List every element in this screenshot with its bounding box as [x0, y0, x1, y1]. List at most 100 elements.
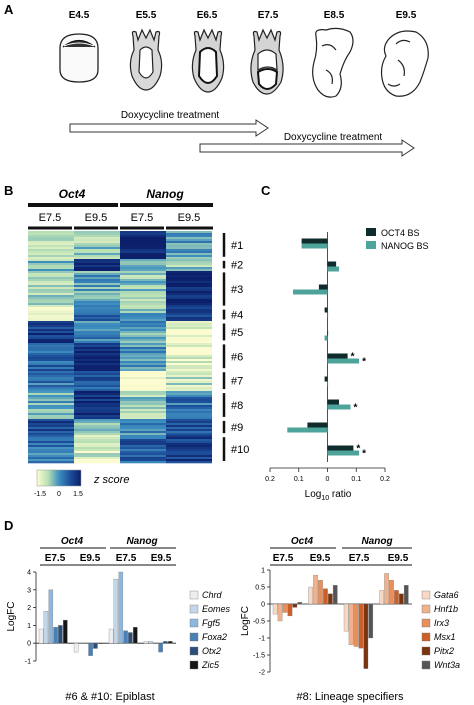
heatmap-cell [74, 421, 120, 424]
heatmap-cell [166, 353, 212, 356]
heatmap-cell [166, 423, 212, 426]
heatmap-cell [28, 275, 74, 278]
heatmap-cell [166, 263, 212, 266]
heatmap-cell [166, 267, 212, 270]
heatmap-cell [28, 341, 74, 344]
heatmap-cell [120, 273, 166, 276]
heatmap-cell [74, 379, 120, 382]
heatmap-cell [120, 287, 166, 290]
heatmap-cell [28, 359, 74, 362]
heatmap-cell [74, 367, 120, 370]
bar [158, 643, 163, 653]
heatmap-cell [120, 267, 166, 270]
heatmap-cell [74, 357, 120, 360]
heatmap-cell [28, 245, 74, 248]
heatmap-cell [120, 239, 166, 242]
heatmap-cell [166, 445, 212, 448]
heatmap-cell [28, 383, 74, 386]
heatmap-cell [120, 345, 166, 348]
bar [384, 573, 389, 605]
bar [318, 580, 323, 605]
x-tick-label: 0 [326, 476, 330, 483]
legend-label: Pitx2 [434, 646, 454, 656]
heatmap-cell [28, 377, 74, 380]
bar [324, 376, 328, 382]
heatmap-cell [166, 265, 212, 268]
legend-label: NANOG BS [381, 241, 429, 251]
heatmap-cell [28, 461, 74, 464]
bar [332, 585, 338, 605]
heatmap-cell [166, 437, 212, 440]
heatmap-cell [74, 401, 120, 404]
heatmap-cell [28, 253, 74, 256]
bar [324, 307, 328, 313]
panel-d-right-header: Oct4 Nanog E7.5 E9.5 E7.5 E9.5 [270, 536, 412, 566]
y-tick-label: 3 [27, 587, 31, 594]
embryo-e8-5 [312, 27, 354, 98]
heatmap-cell [28, 435, 74, 438]
colorbar: -1.5 0 1.5 z score [34, 469, 129, 498]
significance-star: * [356, 444, 360, 455]
heatmap-cell [166, 329, 212, 332]
heatmap-cell [28, 413, 74, 416]
heatmap-cell [28, 303, 74, 306]
heatmap-cell [120, 445, 166, 448]
heatmap-cell [166, 443, 212, 446]
y-tick-label: 0 [27, 641, 31, 648]
colorbar-tick: 0 [57, 491, 61, 498]
heatmap-cell [120, 349, 166, 352]
cluster-brackets: #1 #2 #3 #4 #5 #6 #7 #8 #9 #10 [222, 233, 249, 461]
heatmap-cell [28, 363, 74, 366]
heatmap-cell [120, 385, 166, 388]
heatmap-cell [28, 351, 74, 354]
legend-swatch [421, 660, 431, 670]
bar [301, 243, 328, 249]
heatmap-cell [120, 381, 166, 384]
heatmap-cell [120, 301, 166, 304]
heatmap-cell [74, 293, 120, 296]
heatmap-cell [120, 373, 166, 376]
heatmap-cell [120, 409, 166, 412]
heatmap-cell [120, 419, 166, 422]
heatmap-cell [166, 391, 212, 394]
heatmap-cell [74, 327, 120, 330]
subgroup-label: E9.5 [80, 553, 101, 564]
heatmap-cell [120, 433, 166, 436]
panel-label-c: C [261, 183, 271, 198]
heatmap-cell [28, 445, 74, 448]
stage-label: E9.5 [396, 10, 417, 21]
heatmap-cell [120, 317, 166, 320]
legend-label: Otx2 [202, 646, 221, 656]
bar [287, 427, 328, 433]
heatmap-cell [120, 369, 166, 372]
heatmap-cell [74, 253, 120, 256]
heatmap-cell [74, 289, 120, 292]
heatmap-cell [120, 401, 166, 404]
heatmap-cell [166, 255, 212, 258]
heatmap-cell [166, 253, 212, 256]
bar [313, 574, 318, 605]
heatmap-cell [120, 263, 166, 266]
heatmap-cell [28, 441, 74, 444]
bar [98, 643, 103, 644]
heatmap-cell [166, 249, 212, 252]
heatmap-cell [28, 451, 74, 454]
heatmap-cell [74, 305, 120, 308]
y-tick-label: 0.5 [255, 585, 265, 592]
heatmap-cell [74, 407, 120, 410]
heatmap-cell [120, 449, 166, 452]
x-axis-title: Log10 ratio [305, 489, 352, 502]
heatmap-cell [28, 361, 74, 364]
heatmap-cell [166, 431, 212, 434]
heatmap-cell [74, 459, 120, 462]
heatmap-cell [74, 299, 120, 302]
heatmap-cell [166, 347, 212, 350]
heatmap-cell [166, 403, 212, 406]
heatmap-cell [166, 259, 212, 262]
heatmap-cell [74, 393, 120, 396]
heatmap-cell [74, 415, 120, 418]
bar [63, 619, 68, 644]
heatmap-cell [28, 279, 74, 282]
bar [282, 603, 288, 613]
heatmap-cell [74, 239, 120, 242]
